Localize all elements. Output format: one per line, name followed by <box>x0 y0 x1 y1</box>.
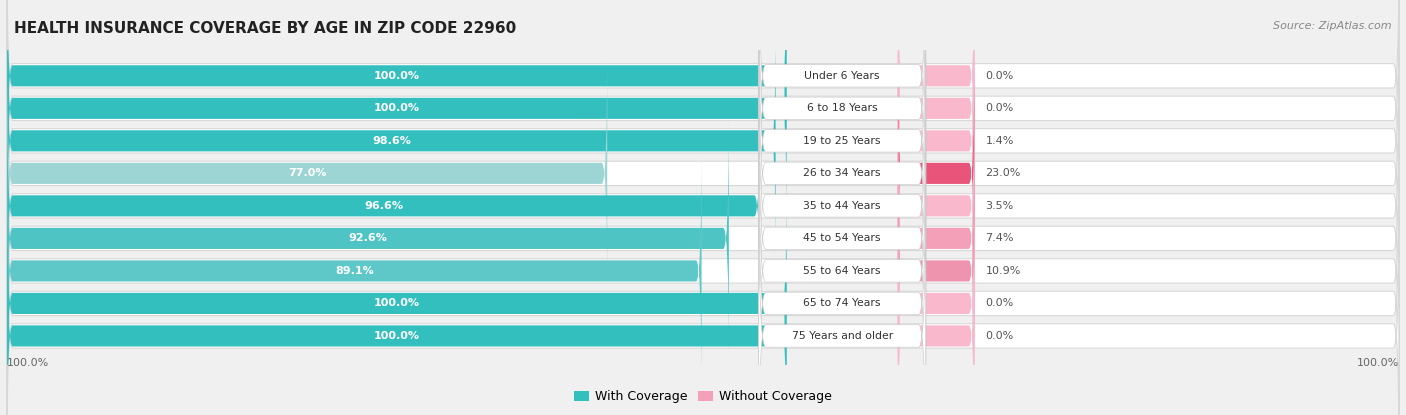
FancyBboxPatch shape <box>7 0 786 195</box>
FancyBboxPatch shape <box>898 217 974 415</box>
Text: 1.4%: 1.4% <box>986 136 1014 146</box>
FancyBboxPatch shape <box>898 21 974 260</box>
FancyBboxPatch shape <box>898 0 974 195</box>
FancyBboxPatch shape <box>7 119 728 358</box>
FancyBboxPatch shape <box>7 56 1399 291</box>
Text: 0.0%: 0.0% <box>986 331 1014 341</box>
FancyBboxPatch shape <box>898 119 974 358</box>
Text: 35 to 44 Years: 35 to 44 Years <box>803 201 882 211</box>
Text: 0.0%: 0.0% <box>986 298 1014 308</box>
FancyBboxPatch shape <box>759 0 925 227</box>
FancyBboxPatch shape <box>7 0 786 228</box>
Text: HEALTH INSURANCE COVERAGE BY AGE IN ZIP CODE 22960: HEALTH INSURANCE COVERAGE BY AGE IN ZIP … <box>14 21 516 36</box>
Text: Under 6 Years: Under 6 Years <box>804 71 880 81</box>
FancyBboxPatch shape <box>7 54 607 293</box>
FancyBboxPatch shape <box>7 218 1399 415</box>
Text: 100.0%: 100.0% <box>7 358 49 368</box>
FancyBboxPatch shape <box>759 54 925 357</box>
FancyBboxPatch shape <box>759 185 925 415</box>
Text: 100.0%: 100.0% <box>374 71 420 81</box>
FancyBboxPatch shape <box>759 87 925 390</box>
FancyBboxPatch shape <box>898 54 974 293</box>
Text: 96.6%: 96.6% <box>364 201 404 211</box>
FancyBboxPatch shape <box>7 0 1399 194</box>
Text: 23.0%: 23.0% <box>986 168 1021 178</box>
FancyBboxPatch shape <box>7 88 1399 324</box>
Text: 89.1%: 89.1% <box>335 266 374 276</box>
FancyBboxPatch shape <box>7 217 786 415</box>
FancyBboxPatch shape <box>898 0 974 228</box>
Text: 0.0%: 0.0% <box>986 71 1014 81</box>
Text: 26 to 34 Years: 26 to 34 Years <box>803 168 882 178</box>
FancyBboxPatch shape <box>7 153 1399 389</box>
Text: 98.6%: 98.6% <box>371 136 411 146</box>
FancyBboxPatch shape <box>7 0 1399 226</box>
FancyBboxPatch shape <box>7 184 786 415</box>
FancyBboxPatch shape <box>759 22 925 325</box>
Text: 100.0%: 100.0% <box>374 331 420 341</box>
FancyBboxPatch shape <box>7 21 776 260</box>
Text: 77.0%: 77.0% <box>288 168 326 178</box>
FancyBboxPatch shape <box>7 151 702 391</box>
Text: 7.4%: 7.4% <box>986 233 1014 243</box>
Text: 92.6%: 92.6% <box>349 233 388 243</box>
Legend: With Coverage, Without Coverage: With Coverage, Without Coverage <box>574 390 832 403</box>
Text: 6 to 18 Years: 6 to 18 Years <box>807 103 877 113</box>
FancyBboxPatch shape <box>7 86 761 325</box>
Text: 10.9%: 10.9% <box>986 266 1021 276</box>
Text: 55 to 64 Years: 55 to 64 Years <box>803 266 882 276</box>
FancyBboxPatch shape <box>898 86 974 325</box>
Text: 45 to 54 Years: 45 to 54 Years <box>803 233 882 243</box>
Text: 100.0%: 100.0% <box>1357 358 1399 368</box>
FancyBboxPatch shape <box>759 152 925 415</box>
Text: 0.0%: 0.0% <box>986 103 1014 113</box>
Text: 100.0%: 100.0% <box>374 298 420 308</box>
FancyBboxPatch shape <box>7 23 1399 259</box>
Text: 3.5%: 3.5% <box>986 201 1014 211</box>
FancyBboxPatch shape <box>759 0 925 260</box>
FancyBboxPatch shape <box>7 120 1399 356</box>
Text: 65 to 74 Years: 65 to 74 Years <box>803 298 882 308</box>
Text: 75 Years and older: 75 Years and older <box>792 331 893 341</box>
FancyBboxPatch shape <box>7 186 1399 415</box>
FancyBboxPatch shape <box>759 0 925 292</box>
FancyBboxPatch shape <box>898 151 974 391</box>
FancyBboxPatch shape <box>759 120 925 415</box>
FancyBboxPatch shape <box>898 184 974 415</box>
Text: 100.0%: 100.0% <box>374 103 420 113</box>
Text: Source: ZipAtlas.com: Source: ZipAtlas.com <box>1274 21 1392 31</box>
Text: 19 to 25 Years: 19 to 25 Years <box>803 136 882 146</box>
